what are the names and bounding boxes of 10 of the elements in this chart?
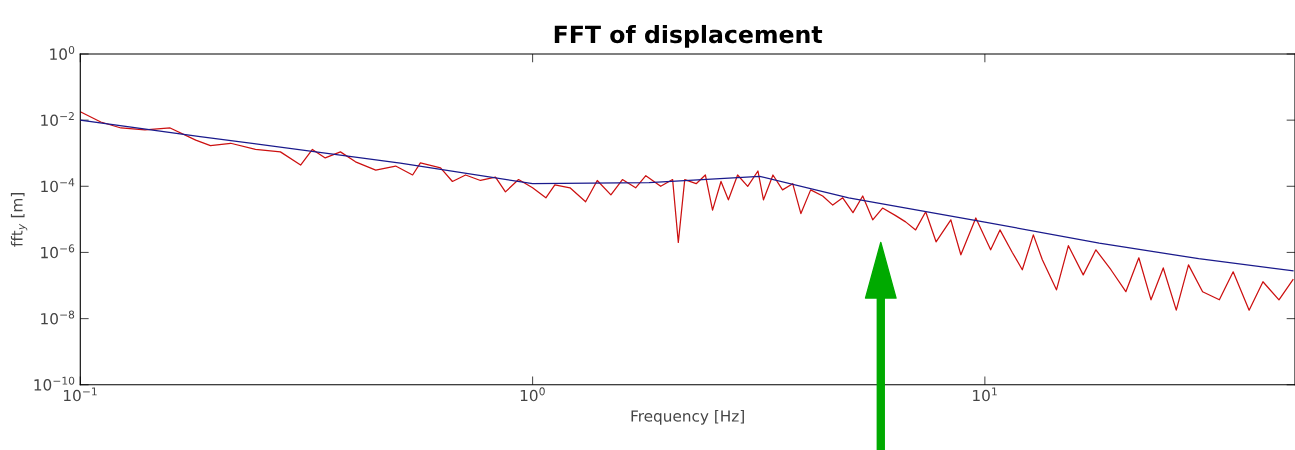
y-tick-label: 10$^{−8}$ <box>41 310 75 325</box>
y-tick-label: 10$^{−4}$ <box>41 178 75 193</box>
y-tick-label: 10$^{−6}$ <box>41 244 75 259</box>
y-tick-label: 10$^{0}$ <box>50 45 75 60</box>
x-axis-title: Frequency [Hz] <box>631 409 744 425</box>
x-tick-label: 10$^{0}$ <box>520 387 545 402</box>
chart-title: FFT of displacement <box>554 24 823 48</box>
y-tick-label: 10$^{−2}$ <box>41 112 74 127</box>
y-axis-title: fft$_{y}$ [m] <box>10 193 28 247</box>
x-tick-label: 10$^{1}$ <box>973 387 997 402</box>
